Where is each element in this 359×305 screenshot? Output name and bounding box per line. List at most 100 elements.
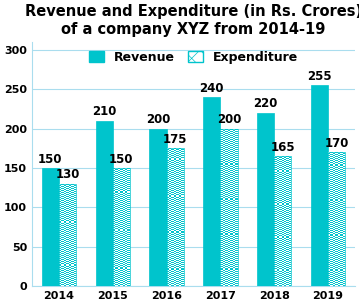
Bar (122, 195, 125, 196)
Bar (66, 228, 69, 229)
Bar (235, 187, 238, 188)
Bar (343, 169, 345, 170)
Bar (179, 262, 181, 263)
Bar (340, 224, 343, 225)
Bar (284, 181, 286, 182)
Bar (338, 206, 340, 207)
Bar (223, 157, 225, 158)
Bar (279, 258, 281, 259)
Bar (230, 201, 233, 202)
Bar (59, 209, 61, 210)
Bar (289, 213, 292, 214)
Bar (120, 171, 122, 172)
Bar (179, 216, 181, 217)
Bar (279, 214, 281, 215)
Bar (281, 190, 284, 191)
Bar (181, 274, 184, 275)
Bar (335, 156, 338, 157)
Bar (115, 251, 118, 252)
Bar (286, 282, 289, 283)
Bar (176, 224, 179, 225)
Bar (235, 153, 238, 154)
Bar (66, 283, 69, 284)
Bar (233, 172, 235, 173)
Bar (328, 283, 330, 284)
Bar (64, 196, 66, 197)
Bar (220, 171, 223, 172)
Bar (225, 212, 228, 213)
Bar (120, 251, 122, 252)
Bar (223, 202, 225, 203)
Bar (59, 235, 61, 236)
Bar (223, 164, 225, 166)
Bar (286, 170, 289, 171)
Bar (113, 168, 130, 286)
Bar (330, 167, 333, 169)
Bar (340, 212, 343, 213)
Bar (61, 226, 64, 227)
Bar (122, 264, 125, 265)
Bar (335, 169, 338, 170)
Bar (74, 282, 76, 283)
Bar (167, 173, 169, 174)
Bar (333, 265, 335, 266)
Bar (176, 278, 179, 279)
Bar (340, 217, 343, 218)
Bar (235, 282, 238, 283)
Bar (343, 273, 345, 274)
Bar (176, 257, 179, 258)
Bar (340, 222, 343, 223)
Bar (286, 161, 289, 162)
Bar (122, 185, 125, 186)
Bar (172, 232, 174, 234)
Bar (223, 171, 225, 172)
Bar (276, 203, 279, 205)
Bar (169, 260, 172, 261)
Bar (333, 251, 335, 252)
Bar (225, 273, 228, 274)
Bar (225, 215, 228, 216)
Bar (118, 245, 120, 246)
Bar (66, 229, 69, 230)
Bar (330, 209, 333, 210)
Bar (223, 226, 225, 227)
Bar (284, 176, 286, 177)
Bar (286, 217, 289, 218)
Bar (281, 225, 284, 226)
Bar (335, 277, 338, 278)
Bar (120, 234, 122, 235)
Bar (228, 194, 230, 196)
Bar (330, 166, 333, 167)
Bar (220, 263, 223, 264)
Bar (328, 171, 330, 172)
Bar (330, 217, 333, 218)
Bar (115, 224, 118, 225)
Bar (172, 241, 174, 242)
Bar (167, 184, 169, 185)
Bar (118, 223, 120, 224)
Bar (120, 285, 122, 286)
Bar (281, 271, 284, 273)
Bar (276, 166, 279, 167)
Bar (220, 169, 223, 170)
Bar (343, 270, 345, 271)
Bar (169, 166, 172, 167)
Bar (274, 274, 276, 276)
Bar (118, 202, 120, 203)
Bar (59, 212, 61, 213)
Bar (235, 217, 238, 218)
Bar (120, 242, 122, 243)
Bar (225, 210, 228, 211)
Bar (335, 209, 338, 210)
Bar (179, 275, 181, 276)
Bar (179, 196, 181, 198)
Bar (281, 258, 284, 259)
Bar (169, 170, 172, 171)
Bar (127, 280, 130, 281)
Bar (176, 283, 179, 284)
Bar (225, 223, 228, 224)
Bar (113, 199, 115, 200)
Bar (174, 221, 176, 222)
Bar (330, 159, 333, 160)
Bar (115, 175, 118, 176)
